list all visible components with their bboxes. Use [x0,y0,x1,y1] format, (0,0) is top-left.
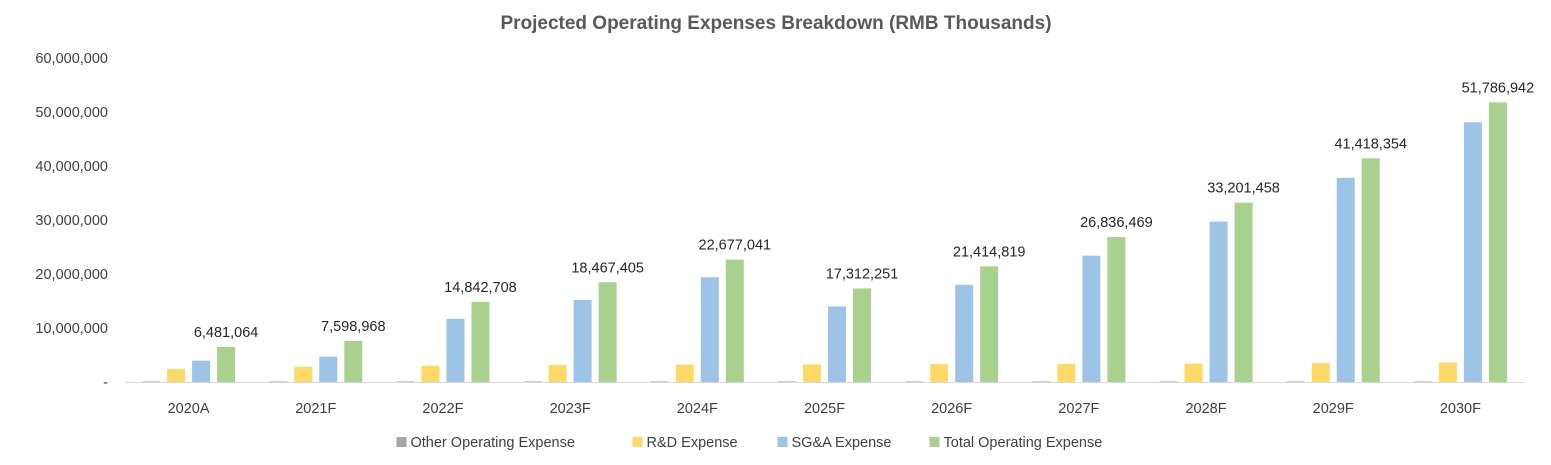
x-tick-label: 2024F [677,401,718,417]
bar-sg-a-expense-2020a [192,360,211,382]
legend-swatch [632,437,643,447]
bar-sg-a-expense-2022f [446,318,465,382]
x-tick-label: 2029F [1313,401,1354,417]
legend: Other Operating Expense R&D Expense SG&A E… [396,435,1103,451]
bar-total-operating-expense-2027f [1107,237,1126,382]
data-label: 21,414,819 [953,244,1026,260]
x-tick-label: 2026F [931,401,972,417]
bar-total-operating-expense-2025f [853,288,871,382]
data-label: 14,842,708 [444,280,517,296]
bar-r-d-expense-2021f [294,366,313,382]
x-tick-label: 2022F [422,401,463,417]
bar-other-operating-expense-2026f [905,381,924,382]
x-tick-label: 2027F [1058,401,1099,417]
bar-total-operating-expense-2028f [1234,202,1253,382]
bar-other-operating-expense-2025f [778,381,796,382]
data-label: 51,786,942 [1462,80,1535,96]
bar-total-operating-expense-2020a [217,347,236,382]
data-label: 17,312,251 [826,267,899,283]
data-label: 33,201,458 [1207,181,1280,197]
bar-r-d-expense-2027f [1057,363,1076,382]
bar-total-operating-expense-2029f [1361,158,1380,382]
bar-sg-a-expense-2029f [1336,177,1355,382]
bar-total-operating-expense-2023f [598,282,617,382]
bar-sg-a-expense-2025f [828,306,846,382]
data-label: 41,418,354 [1334,136,1407,152]
bar-sg-a-expense-2027f [1082,255,1101,382]
bar-sg-a-expense-2023f [573,299,592,382]
data-label: 26,836,469 [1080,215,1153,231]
legend-label: Total Operating Expense [944,435,1103,451]
bar-other-operating-expense-2027f [1032,381,1051,382]
x-tick-label: 2021F [295,401,336,417]
x-tick-label: 2020A [168,401,210,417]
bar-total-operating-expense-2022f [471,301,490,382]
bar-sg-a-expense-2024f [700,277,719,382]
bar-other-operating-expense-2021f [269,381,288,382]
bar-r-d-expense-2028f [1184,363,1203,382]
bar-r-d-expense-2025f [803,364,821,382]
bar-sg-a-expense-2026f [955,284,974,382]
legend-swatch [396,437,407,447]
bar-total-operating-expense-2021f [344,340,363,382]
y-tick-label: - [103,375,108,391]
y-tick-label: 20,000,000 [35,267,108,283]
bar-other-operating-expense-2023f [523,381,542,382]
bar-total-operating-expense-2030f [1488,102,1507,382]
bar-r-d-expense-2020a [167,369,186,382]
y-tick-label: 40,000,000 [35,159,108,175]
bar-total-operating-expense-2024f [725,259,744,382]
bar-other-operating-expense-2022f [396,381,415,382]
legend-label: SG&A Expense [792,435,892,451]
y-tick-label: 50,000,000 [35,105,108,121]
data-label: 18,467,405 [571,260,644,276]
bar-sg-a-expense-2030f [1463,122,1482,382]
bar-other-operating-expense-2020a [142,381,161,382]
x-tick-label: 2028F [1185,401,1226,417]
x-axis: 2020A 2021F 2022F 2023F 2024F 2025F 2026F 2027F… [125,382,1524,417]
legend-label: R&D Expense [647,435,738,451]
bar-other-operating-expense-2024f [650,381,669,382]
y-tick-label: 10,000,000 [35,321,108,337]
bar-other-operating-expense-2030f [1413,381,1432,382]
bar-r-d-expense-2030f [1438,362,1457,382]
bar-total-operating-expense-2026f [980,266,999,382]
data-label: 22,677,041 [699,238,772,254]
bar-r-d-expense-2029f [1311,363,1330,382]
bar-other-operating-expense-2028f [1159,381,1178,382]
data-label: 7,598,968 [321,319,386,335]
y-tick-label: 30,000,000 [35,213,108,229]
chart-title: Projected Operating Expenses Breakdown (… [500,13,1051,34]
bar-other-operating-expense-2029f [1286,381,1305,382]
plot-area: 6,481,064 7,598,968 14,842,708 18,467,405 22… [142,80,1534,382]
legend-swatch [929,437,940,447]
data-label: 6,481,064 [194,325,259,341]
x-tick-label: 2023F [550,401,591,417]
bar-r-d-expense-2024f [675,364,694,382]
y-axis: - 10,000,000 20,000,000 30,000,000 40,000,00… [35,51,108,391]
bar-r-d-expense-2023f [548,364,567,382]
bar-sg-a-expense-2021f [319,356,338,382]
y-tick-label: 60,000,000 [35,51,108,67]
legend-swatch [777,437,788,447]
bar-sg-a-expense-2028f [1209,221,1228,382]
x-tick-label: 2030F [1440,401,1481,417]
x-tick-label: 2025F [804,401,845,417]
bar-r-d-expense-2026f [930,364,949,382]
legend-label: Other Operating Expense [411,435,575,451]
bar-r-d-expense-2022f [421,365,440,382]
